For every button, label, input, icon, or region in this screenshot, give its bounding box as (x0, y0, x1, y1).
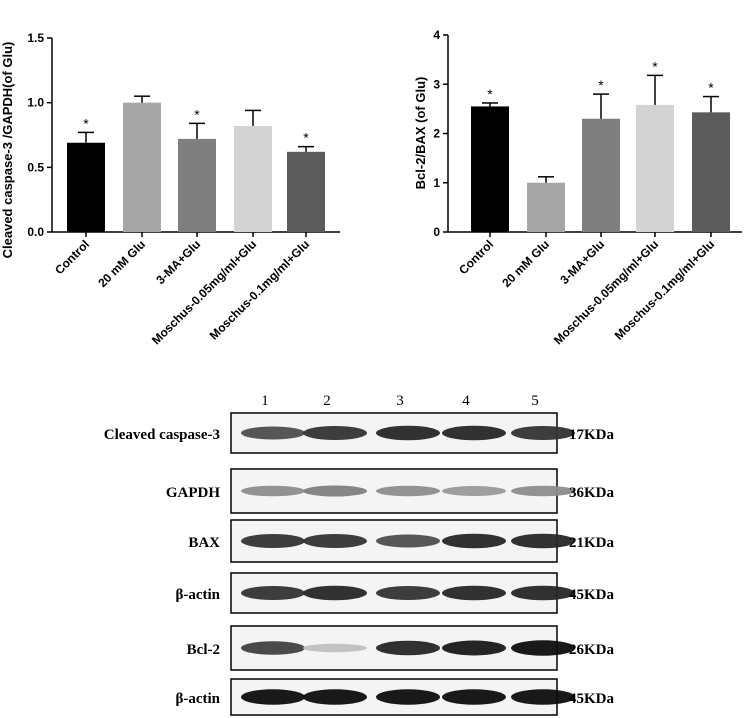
blot-band-lane-5 (511, 485, 575, 497)
chart1-y-tick-label: 1.0 (27, 96, 44, 110)
blot-band-lane-2 (303, 689, 367, 705)
blot-band-lane-3 (376, 534, 440, 548)
blot-row-1: Cleaved caspase-3 17KDa (104, 412, 615, 454)
blot-row-3: BAX 21KDa (188, 519, 615, 563)
western-blot-panel: 1 2 3 4 5 Cleaved caspase-3 17KDa GAPDH 36KDa BA… (104, 393, 615, 716)
chart2-significance-star-3: * (598, 77, 604, 93)
blot-band-lane-3 (376, 689, 440, 705)
chart2-bar-4 (636, 104, 674, 232)
blot-band-lane-4 (442, 585, 506, 601)
chart1-y-axis-label: Cleaved caspase-3 /GAPDH(of Glu) (0, 42, 15, 259)
blot-molecular-weight: 21KDa (569, 535, 615, 551)
blot-band-lane-2 (303, 643, 367, 653)
chart1-category-label-2: 20 mM Glu (95, 237, 148, 290)
chart1-y-tick-label: 0.0 (27, 225, 44, 239)
blot-band-lane-4 (442, 640, 506, 656)
chart1-significance-star-1: * (83, 115, 89, 131)
chart2-y-tick-label: 3 (433, 77, 440, 91)
blot-lane-number-3: 3 (396, 393, 404, 409)
blot-molecular-weight: 26KDa (569, 642, 615, 658)
blot-band-lane-2 (303, 485, 367, 497)
chart2-category-label-3: 3-MA+Glu (557, 237, 607, 287)
blot-band-lane-5 (511, 426, 575, 440)
chart1-category-label-4: Moschus-0.05mg/ml+Glu (149, 237, 259, 347)
blot-protein-label: GAPDH (166, 485, 220, 501)
chart2-bar-1 (471, 106, 509, 232)
blot-band-lane-5 (511, 533, 575, 549)
chart2-y-tick-label: 1 (433, 176, 440, 190)
blot-band-lane-1 (241, 426, 305, 440)
blot-band-lane-4 (442, 689, 506, 705)
blot-band-lane-5 (511, 585, 575, 601)
chart1-category-label-3: 3-MA+Glu (153, 237, 203, 287)
blot-row-5: Bcl-2 26KDa (187, 625, 615, 671)
chart2-category-label-5: Moschus-0.1mg/ml+Glu (612, 237, 717, 342)
blot-lane-number-2: 2 (323, 393, 331, 409)
blot-lane-number-5: 5 (531, 393, 539, 409)
blot-band-lane-1 (241, 485, 305, 497)
blot-molecular-weight: 17KDa (569, 427, 615, 443)
blot-band-lane-1 (241, 689, 305, 705)
blot-band-lane-1 (241, 586, 305, 600)
chart2-y-tick-label: 4 (433, 28, 440, 42)
chart1-bar-2 (123, 102, 161, 233)
chart1-significance-star-3: * (194, 106, 200, 122)
blot-band-lane-4 (442, 533, 506, 549)
chart2-category-label-2: 20 mM Glu (499, 237, 552, 290)
chart2-y-axis-label: Bcl-2/BAX (of Glu) (413, 77, 428, 190)
blot-band-lane-5 (511, 640, 575, 656)
chart2-category-label-1: Control (456, 237, 496, 277)
chart1-significance-star-5: * (303, 130, 309, 146)
blot-protein-label: β-actin (175, 587, 220, 603)
blot-molecular-weight: 45KDa (569, 691, 615, 707)
chart2-significance-star-1: * (487, 86, 493, 102)
chart-cleaved-caspase3: Cleaved caspase-3 /GAPDH(of Glu) 0.0 0.5 1… (0, 31, 340, 347)
blot-band-lane-2 (303, 585, 367, 601)
chart2-significance-star-4: * (652, 58, 658, 74)
chart1-bar-3 (178, 138, 216, 232)
blot-band-lane-2 (303, 426, 367, 440)
blot-band-lane-2 (303, 534, 367, 548)
blot-band-lane-3 (376, 425, 440, 441)
chart1-bar-4 (234, 125, 272, 232)
chart-bcl2-bax: Bcl-2/BAX (of Glu) 0 1 2 3 4 * * * * Control 20 … (413, 28, 742, 347)
blot-lane-number-1: 1 (261, 393, 269, 409)
chart2-bar-2 (527, 182, 565, 232)
blot-row-4: β-actin 45KDa (175, 572, 615, 614)
chart2-bar-5 (692, 112, 730, 232)
chart2-y-tick-label: 0 (433, 225, 440, 239)
blot-protein-label: Cleaved caspase-3 (104, 427, 220, 443)
blot-protein-label: β-actin (175, 691, 220, 707)
chart1-y-tick-label: 1.5 (27, 31, 44, 45)
blot-band-lane-4 (442, 425, 506, 441)
chart2-category-label-4: Moschus-0.05mg/ml+Glu (551, 237, 661, 347)
blot-row-2: GAPDH 36KDa (166, 468, 615, 514)
chart1-bar-5 (287, 151, 325, 232)
blot-band-lane-3 (376, 586, 440, 600)
blot-lane-number-4: 4 (462, 393, 470, 409)
chart2-bar-3 (582, 118, 620, 232)
chart1-y-tick-label: 0.5 (27, 160, 44, 174)
blot-protein-label: BAX (188, 535, 220, 551)
blot-band-lane-1 (241, 641, 305, 655)
chart1-bar-1 (67, 142, 105, 232)
chart1-category-label-5: Moschus-0.1mg/ml+Glu (207, 237, 312, 342)
blot-molecular-weight: 36KDa (569, 485, 615, 501)
blot-band-lane-5 (511, 689, 575, 705)
blot-band-lane-4 (442, 486, 506, 496)
blot-band-lane-1 (241, 534, 305, 548)
chart2-y-tick-label: 2 (433, 127, 440, 141)
blot-band-lane-3 (376, 485, 440, 497)
blot-row-6: β-actin 45KDa (175, 678, 615, 716)
chart2-significance-star-5: * (708, 80, 714, 96)
chart1-category-label-1: Control (52, 237, 92, 277)
blot-molecular-weight: 45KDa (569, 587, 615, 603)
blot-protein-label: Bcl-2 (187, 642, 220, 658)
blot-band-lane-3 (376, 640, 440, 656)
